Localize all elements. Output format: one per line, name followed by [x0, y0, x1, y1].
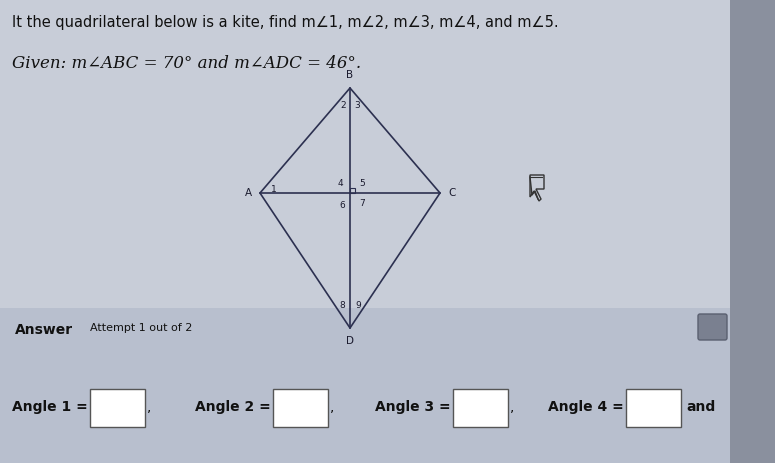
Text: C: C — [448, 188, 456, 198]
Text: 9: 9 — [355, 301, 361, 311]
FancyBboxPatch shape — [453, 389, 508, 427]
FancyBboxPatch shape — [90, 389, 145, 427]
Text: D: D — [346, 336, 354, 346]
Text: 7: 7 — [359, 199, 365, 207]
Text: Angle 1 =: Angle 1 = — [12, 400, 88, 414]
Bar — [730, 0, 775, 463]
Text: 6: 6 — [339, 200, 345, 209]
Text: It the quadrilateral below is a kite, find m∠1, m∠2, m∠3, m∠4, and m∠5.: It the quadrilateral below is a kite, fi… — [12, 15, 559, 30]
Text: 3: 3 — [354, 101, 360, 111]
Text: ,: , — [510, 400, 515, 414]
Text: Attempt 1 out of 2: Attempt 1 out of 2 — [90, 323, 192, 333]
Text: A: A — [245, 188, 252, 198]
Text: Angle 2 =: Angle 2 = — [195, 400, 270, 414]
Text: 2: 2 — [340, 101, 346, 111]
Text: 4: 4 — [337, 179, 343, 188]
FancyBboxPatch shape — [698, 314, 727, 340]
Text: ,: , — [330, 400, 334, 414]
Bar — [0, 308, 730, 463]
Text: Angle 4 =: Angle 4 = — [548, 400, 624, 414]
FancyBboxPatch shape — [626, 389, 681, 427]
Text: Answer: Answer — [15, 323, 73, 337]
Text: Given: m∠ABC = 70° and m∠ADC = 46°.: Given: m∠ABC = 70° and m∠ADC = 46°. — [12, 55, 361, 72]
FancyBboxPatch shape — [273, 389, 328, 427]
Text: 5: 5 — [359, 179, 365, 188]
Text: 8: 8 — [339, 301, 345, 311]
Text: ,: , — [147, 400, 151, 414]
Text: Angle 3 =: Angle 3 = — [375, 400, 450, 414]
Text: and: and — [686, 400, 715, 414]
Text: B: B — [346, 70, 353, 80]
Text: 1: 1 — [271, 184, 277, 194]
